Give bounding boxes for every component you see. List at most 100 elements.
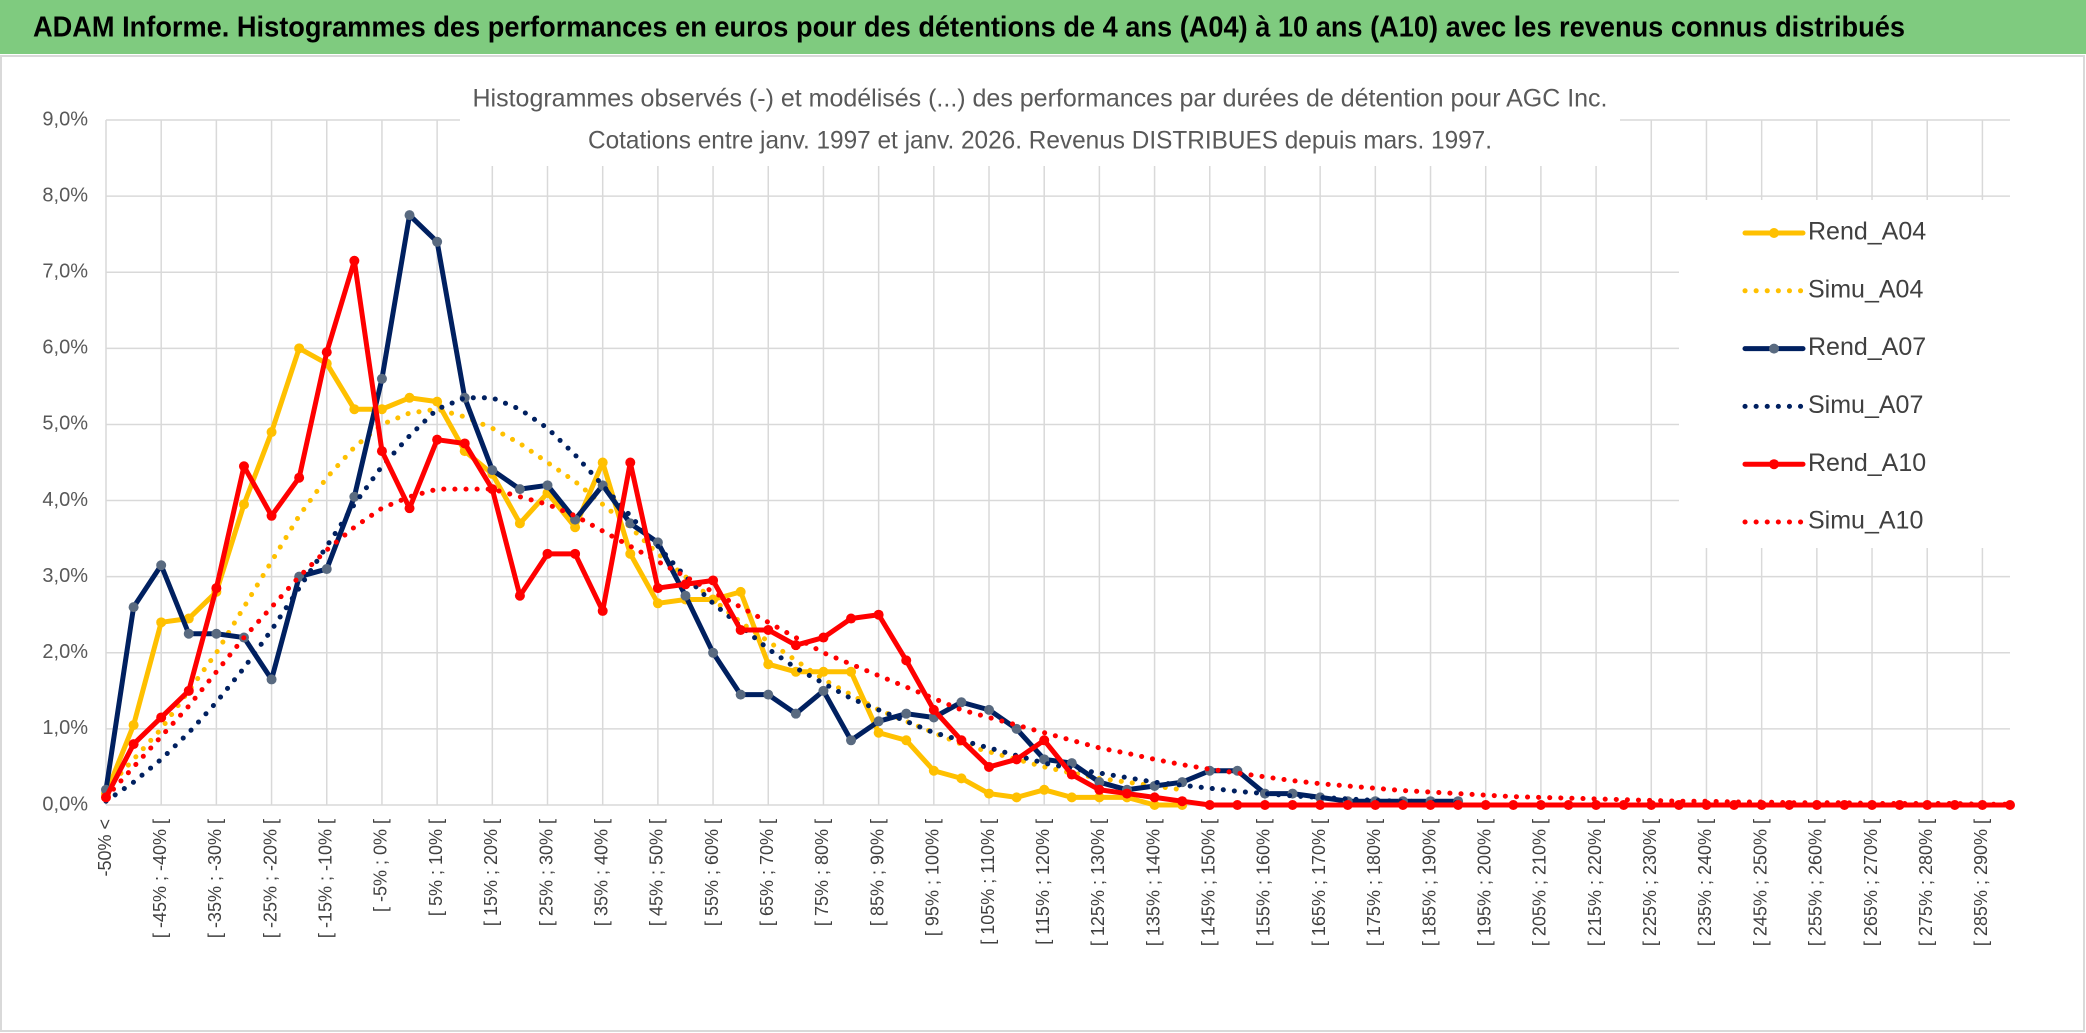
point: [459, 438, 470, 449]
point: [156, 560, 167, 571]
x-tick-label: [ 115% ; 120% [: [1033, 819, 1053, 945]
x-tick-label: [ 145% ; 150% [: [1199, 819, 1219, 946]
point: [901, 735, 912, 746]
x-tick-label: [ 65% ; 70% [: [757, 819, 777, 926]
plot-area: -50% < [ -45% ; -40% [[ -35% ; -30% [[ -2…: [42, 108, 2015, 946]
point: [928, 704, 939, 715]
point: [1066, 792, 1077, 803]
point: [1370, 800, 1381, 810]
point: [404, 392, 415, 403]
x-tick-label: [ 125% ; 130% [: [1088, 819, 1108, 946]
x-tick-label: [ -35% ; -30% [: [205, 819, 225, 938]
model-line: [103, 406, 1185, 793]
point: [514, 484, 525, 495]
point: [735, 624, 746, 635]
point: [1011, 754, 1022, 765]
point: [818, 685, 829, 696]
x-tick-label: [ 35% ; 40% [: [591, 819, 611, 926]
point: [183, 685, 194, 696]
point: [680, 590, 691, 601]
y-tick-label: 4,0%: [42, 489, 88, 511]
point: [956, 773, 967, 784]
point: [1949, 800, 1960, 810]
point: [376, 373, 387, 384]
point: [1094, 784, 1105, 795]
point: [1011, 723, 1022, 734]
point: [542, 480, 553, 491]
point: [901, 655, 912, 666]
point: [818, 666, 829, 677]
legend-label: Rend_A10: [1808, 449, 1926, 477]
point: [156, 617, 167, 628]
point: [128, 602, 139, 613]
point: [432, 396, 443, 407]
subtitle: Histogrammes observés (-) et modélisés (…: [473, 85, 1608, 113]
point: [1342, 800, 1353, 810]
y-tick-label: 7,0%: [42, 261, 88, 283]
point: [404, 210, 415, 221]
point: [1453, 800, 1464, 810]
x-tick-label: [ 95% ; 100% [: [923, 819, 943, 936]
point: [846, 735, 857, 746]
point: [376, 446, 387, 457]
legend-marker: [1769, 228, 1779, 238]
x-tick-label: [ 75% ; 80% [: [812, 819, 832, 926]
point: [735, 689, 746, 700]
legend-label: Simu_A07: [1808, 391, 1923, 419]
point: [652, 537, 663, 548]
point: [1591, 800, 1602, 810]
point: [1039, 735, 1050, 746]
observed-line: [103, 258, 2013, 808]
point: [984, 704, 995, 715]
point: [1535, 800, 1546, 810]
point: [1618, 800, 1629, 810]
point: [956, 697, 967, 708]
point: [652, 598, 663, 609]
x-tick-label: [ 15% ; 20% [: [481, 819, 501, 926]
point: [128, 739, 139, 750]
x-tick-label: [ 5% ; 10% [: [426, 819, 446, 916]
point: [763, 659, 774, 670]
point: [652, 583, 663, 594]
x-tick-label: [ 165% ; 170% [: [1309, 819, 1329, 946]
point: [625, 548, 636, 559]
point: [763, 624, 774, 635]
x-tick-label: [ 255% ; 260% [: [1806, 819, 1826, 946]
y-tick-label: 3,0%: [42, 565, 88, 587]
point: [349, 491, 360, 502]
point: [1563, 800, 1574, 810]
x-tick-label: [ 45% ; 50% [: [647, 819, 667, 926]
point: [266, 510, 277, 521]
point: [1204, 800, 1215, 810]
point: [984, 788, 995, 799]
legend-background: [1679, 200, 2012, 548]
point: [487, 484, 498, 495]
point: [266, 427, 277, 438]
x-tick-label: [ 155% ; 160% [: [1254, 819, 1274, 946]
subtitle: Cotations entre janv. 1997 et janv. 2026…: [588, 127, 1492, 155]
point: [984, 761, 995, 772]
x-tick-label: [ 235% ; 240% [: [1695, 819, 1715, 946]
x-tick-label: [ 275% ; 280% [: [1916, 819, 1936, 946]
point: [790, 708, 801, 719]
point: [404, 503, 415, 514]
point: [294, 343, 305, 354]
model-line: [103, 486, 2013, 807]
point: [514, 590, 525, 601]
point: [321, 347, 332, 358]
point: [2005, 800, 2015, 810]
point: [1259, 800, 1270, 810]
x-tick-label: [ -45% ; -40% [: [150, 819, 170, 938]
point: [597, 605, 608, 616]
point: [1039, 784, 1050, 795]
x-tick-label: [ -5% ; 0% [: [371, 819, 391, 912]
point: [432, 434, 443, 445]
point: [956, 735, 967, 746]
point: [846, 666, 857, 677]
point: [514, 518, 525, 529]
point: [790, 640, 801, 651]
point: [1011, 792, 1022, 803]
x-tick-label: [ 215% ; 220% [: [1585, 819, 1605, 946]
point: [183, 628, 194, 639]
